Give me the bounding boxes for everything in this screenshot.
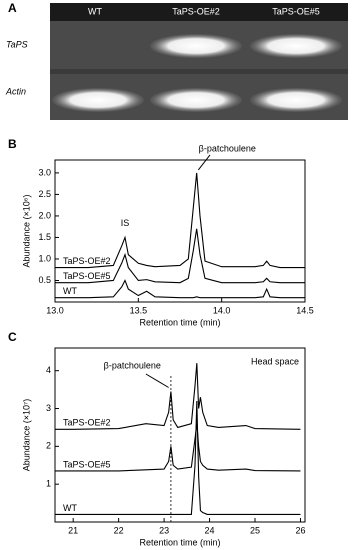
- x-tick-label: 26: [295, 525, 305, 535]
- x-tick-label: 23: [159, 525, 169, 535]
- y-tick-label: 0.5: [38, 275, 51, 285]
- series-label: TaPS-OE#2: [63, 256, 111, 266]
- gel-header: [50, 3, 348, 21]
- y-axis-label: Abundance (×10⁶): [21, 194, 31, 267]
- arrow: [197, 154, 211, 171]
- x-tick-label: 13.5: [130, 305, 148, 315]
- series-label: TaPS-OE#5: [63, 459, 111, 469]
- series-label: WT: [63, 286, 77, 296]
- trace: [55, 400, 301, 515]
- x-tick-label: 22: [114, 525, 124, 535]
- gel-band: [52, 88, 144, 112]
- arrow: [145, 373, 169, 388]
- x-tick-label: 13.0: [46, 305, 64, 315]
- series-label: TaPS-OE#5: [63, 271, 111, 281]
- lane-label: TaPS-OE#5: [272, 6, 320, 16]
- gel-band: [150, 34, 242, 58]
- y-tick-label: 2.0: [38, 210, 51, 220]
- trace: [55, 279, 305, 299]
- trace: [55, 423, 301, 472]
- y-tick-label: 1.0: [38, 253, 51, 263]
- y-tick-label: 3: [46, 403, 51, 413]
- gel-band: [250, 34, 342, 58]
- lane-label: TaPS-OE#2: [172, 6, 220, 16]
- y-tick-label: 3.0: [38, 167, 51, 177]
- y-tick-label: 2: [46, 441, 51, 451]
- trace: [55, 363, 301, 430]
- panel-label: A: [8, 1, 17, 15]
- x-tick-label: 21: [68, 525, 78, 535]
- annotation: β-patchoulene: [104, 360, 161, 370]
- x-tick-label: 24: [205, 525, 215, 535]
- series-label: WT: [63, 503, 77, 513]
- annotation: β-patchoulene: [199, 143, 256, 153]
- y-axis-label: Abundance (×10⁷): [21, 399, 31, 472]
- x-tick-label: 25: [250, 525, 260, 535]
- row-label: TaPS: [6, 39, 28, 49]
- x-tick-label: 14.0: [213, 305, 231, 315]
- y-tick-label: 2.5: [38, 189, 51, 199]
- trace: [55, 172, 305, 269]
- x-axis-label: Retention time (min): [139, 317, 220, 327]
- plot-frame: [54, 347, 306, 523]
- gel-band: [150, 88, 242, 112]
- series-label: TaPS-OE#2: [63, 418, 111, 428]
- y-tick-label: 1: [46, 479, 51, 489]
- x-axis-label: Retention time (min): [139, 537, 220, 547]
- lane-label: WT: [88, 6, 102, 16]
- annotation: Head space: [251, 356, 299, 366]
- plot-frame: [54, 159, 306, 303]
- trace: [55, 228, 305, 284]
- panel-label: B: [8, 137, 17, 151]
- gel-band: [250, 88, 342, 112]
- y-tick-label: 4: [46, 365, 51, 375]
- panel-label: C: [8, 330, 17, 344]
- annotation: IS: [121, 218, 130, 228]
- y-tick-label: 1.5: [38, 232, 51, 242]
- x-tick-label: 14.5: [296, 305, 314, 315]
- row-label: Actin: [5, 86, 26, 96]
